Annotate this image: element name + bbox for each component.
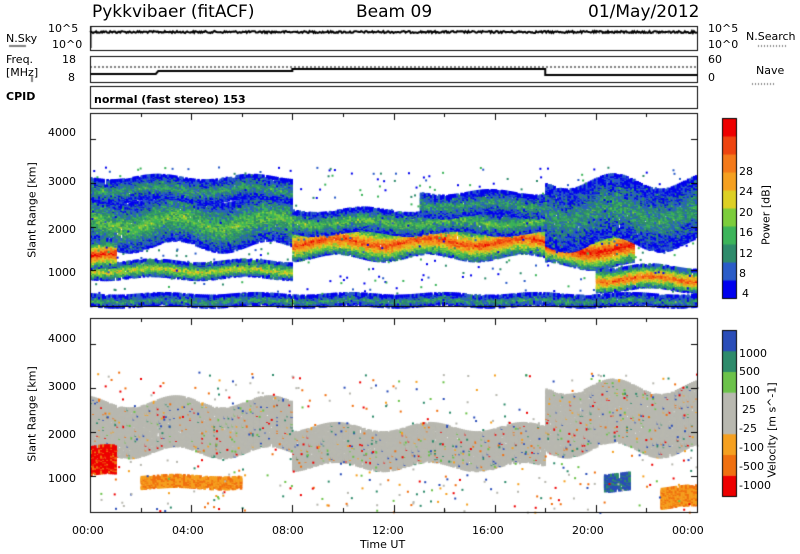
freq-unit: [MHz]: [6, 66, 39, 79]
vel-cb-tick-neg1000: -1000: [739, 479, 771, 492]
cpid-label: CPID: [6, 90, 36, 103]
vel-cb-tick-neg25: -25: [739, 422, 757, 435]
power-cb-tick-24: 24: [739, 185, 753, 198]
vel-cb-tick-25: 25: [742, 403, 756, 416]
power-cb-tick-16: 16: [739, 226, 753, 239]
power-ytick-2000: 2000: [48, 223, 76, 236]
nsearch-tick-top: 10^5: [708, 22, 739, 35]
power-ytick-3000: 3000: [48, 175, 76, 188]
vel-cb-tick-100: 100: [739, 384, 760, 397]
xtick-1: 04:00: [172, 524, 204, 537]
xtick-5: 20:00: [572, 524, 604, 537]
vel-cb-tick-neg100: -100: [739, 441, 764, 454]
vel-cb-tick-500: 500: [739, 365, 760, 378]
xtick-3: 12:00: [372, 524, 404, 537]
vel-ytick-4000: 4000: [48, 332, 76, 345]
nave-tick-top: 60: [708, 53, 722, 66]
freq-tick-top: 18: [62, 53, 76, 66]
power-cb-label: Power [dB]: [759, 185, 773, 245]
beam-title: Beam 09: [356, 2, 433, 22]
vel-cb-label: Velocity [m s^-1]: [765, 382, 779, 478]
freq-label: Freq.: [6, 53, 34, 66]
vel-ylabel: Slant Range [km]: [25, 366, 39, 462]
nave-tick-bottom: 0: [708, 71, 715, 84]
freq-tick-bottom: 8: [68, 71, 75, 84]
nsky-tick-bottom: 10^0: [52, 38, 83, 51]
vel-ytick-2000: 2000: [48, 428, 76, 441]
xtick-6: 00:00: [672, 524, 704, 537]
vel-ytick-1000: 1000: [48, 472, 76, 485]
power-cb-tick-20: 20: [739, 206, 753, 219]
power-ylabel: Slant Range [km]: [25, 162, 39, 258]
xtick-4: 16:00: [472, 524, 504, 537]
nsearch-label: N.Search: [746, 30, 796, 43]
power-cb-tick-8: 8: [739, 267, 746, 280]
power-ytick-4000: 4000: [48, 126, 76, 139]
xtick-2: 08:00: [272, 524, 304, 537]
cpid-text: normal (fast stereo) 153: [94, 93, 246, 106]
vel-cb-tick-neg500: -500: [739, 460, 764, 473]
nsearch-tick-bottom: 10^0: [708, 38, 739, 51]
power-cb-tick-4: 4: [742, 287, 749, 300]
power-cb-tick-12: 12: [739, 247, 753, 260]
nsky-label: N.Sky: [6, 32, 38, 45]
xlabel: Time UT: [360, 538, 406, 551]
power-cb-tick-28: 28: [739, 165, 753, 178]
nsky-tick-top: 10^5: [48, 22, 79, 35]
vel-ytick-3000: 3000: [48, 380, 76, 393]
xtick-0: 00:00: [72, 524, 104, 537]
vel-cb-tick-1000: 1000: [739, 347, 767, 360]
station-title: Pykkvibaer (fitACF): [92, 2, 255, 22]
date-title: 01/May/2012: [588, 2, 700, 22]
nave-label: Nave: [756, 64, 785, 77]
power-ytick-1000: 1000: [48, 266, 76, 279]
